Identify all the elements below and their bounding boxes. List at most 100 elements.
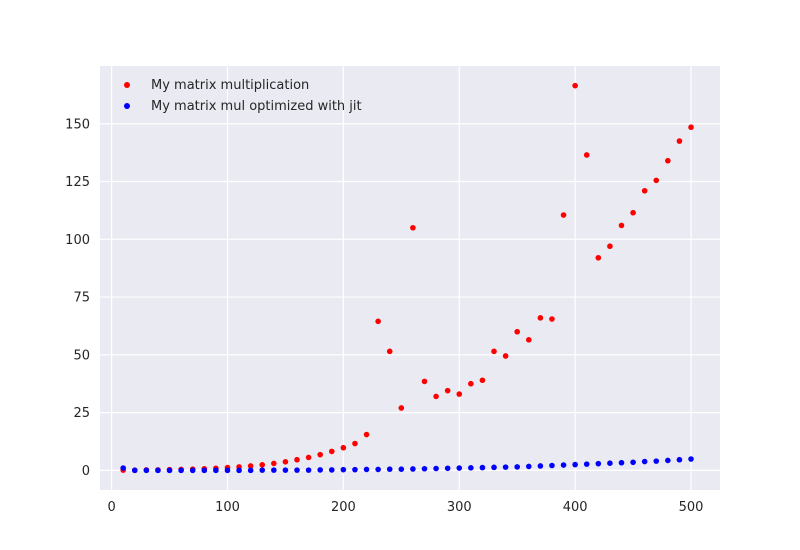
data-point-series-1 [572, 82, 578, 89]
data-point-series-1 [398, 405, 405, 411]
data-points [120, 82, 694, 474]
data-point-series-1 [607, 243, 613, 250]
data-point-series-2 [468, 465, 474, 471]
y-tick-label: 75 [73, 291, 90, 306]
data-point-series-1 [247, 463, 254, 469]
data-point-series-2 [317, 467, 323, 473]
data-point-series-2 [213, 467, 219, 474]
data-point-series-2 [607, 460, 613, 466]
data-point-series-1 [688, 124, 694, 131]
legend-label-series-1: My matrix multiplication [151, 78, 309, 93]
data-point-series-2 [305, 467, 312, 473]
data-point-series-2 [143, 467, 150, 474]
data-point-series-2 [328, 467, 335, 473]
data-point-series-2 [120, 465, 126, 471]
data-point-series-2 [549, 462, 555, 469]
data-point-series-1 [560, 212, 567, 218]
data-point-series-2 [491, 464, 497, 471]
data-point-series-1 [259, 462, 266, 468]
data-point-series-1 [514, 328, 520, 335]
data-point-series-1 [328, 448, 335, 455]
legend-marker-series-1 [124, 82, 130, 88]
x-tick-label: 500 [679, 500, 704, 515]
data-point-series-1 [641, 187, 648, 194]
data-point-series-1 [421, 378, 428, 385]
x-axis-ticks: 0 100 200 300 400 500 [107, 500, 703, 515]
y-tick-label: 125 [65, 175, 90, 190]
data-point-series-2 [572, 461, 578, 468]
data-point-series-1 [595, 254, 602, 261]
data-point-series-2 [166, 467, 173, 474]
data-point-series-1 [386, 348, 393, 355]
data-point-series-2 [340, 466, 347, 473]
data-point-series-1 [583, 152, 590, 158]
data-point-series-1 [618, 222, 625, 229]
data-point-series-1 [456, 391, 463, 397]
data-point-series-2 [583, 461, 590, 467]
x-tick-label: 200 [331, 500, 356, 515]
data-point-series-2 [688, 456, 694, 462]
data-point-series-2 [537, 463, 544, 469]
data-point-series-1 [363, 431, 370, 438]
y-tick-label: 100 [65, 233, 90, 248]
data-point-series-1 [468, 380, 474, 387]
data-point-series-2 [224, 467, 231, 474]
data-point-series-2 [433, 465, 439, 472]
data-point-series-2 [271, 467, 277, 473]
data-point-series-2 [352, 466, 358, 473]
data-point-series-2 [595, 460, 602, 467]
x-tick-label: 100 [215, 500, 240, 515]
data-point-series-1 [630, 209, 636, 216]
x-tick-label: 400 [563, 500, 588, 515]
data-point-series-1 [479, 377, 486, 384]
data-point-series-1 [433, 393, 439, 400]
data-point-series-2 [189, 467, 196, 474]
legend: My matrix multiplication My matrix mul o… [124, 78, 362, 114]
data-point-series-2 [178, 467, 184, 474]
data-point-series-2 [201, 467, 208, 474]
data-point-series-2 [155, 467, 161, 474]
data-point-series-2 [410, 466, 416, 472]
y-tick-label: 150 [65, 117, 90, 132]
data-point-series-2 [560, 462, 567, 468]
data-point-series-2 [514, 464, 520, 470]
data-point-series-2 [259, 467, 266, 473]
legend-label-series-2: My matrix mul optimized with jit [151, 99, 362, 114]
data-point-series-2 [676, 456, 683, 463]
data-point-series-2 [247, 467, 254, 474]
data-point-series-1 [525, 337, 532, 343]
data-point-series-2 [618, 459, 625, 466]
data-point-series-2 [131, 467, 138, 474]
data-point-series-2 [375, 466, 381, 473]
plot-area [100, 66, 720, 490]
data-point-series-2 [525, 463, 532, 470]
data-point-series-1 [444, 387, 451, 394]
data-point-series-2 [236, 467, 242, 474]
data-point-series-1 [537, 315, 544, 321]
data-point-series-1 [352, 440, 358, 447]
data-point-series-1 [282, 459, 289, 465]
data-point-series-1 [317, 451, 323, 458]
data-point-series-2 [294, 467, 300, 473]
data-point-series-2 [386, 466, 393, 473]
data-point-series-2 [502, 464, 509, 470]
data-point-series-1 [340, 444, 347, 451]
data-point-series-2 [282, 467, 289, 473]
data-point-series-1 [375, 318, 381, 325]
data-point-series-2 [398, 466, 405, 473]
y-axis-ticks: 0 25 50 75 100 125 150 [65, 117, 90, 479]
data-point-series-2 [363, 466, 370, 473]
data-point-series-1 [271, 460, 277, 467]
data-point-series-2 [479, 464, 486, 471]
data-point-series-1 [676, 138, 683, 144]
legend-marker-series-2 [124, 103, 130, 109]
y-tick-label: 25 [73, 406, 90, 421]
data-point-series-2 [421, 465, 428, 472]
data-point-series-1 [549, 316, 555, 322]
data-point-series-1 [294, 456, 300, 463]
data-point-series-2 [641, 458, 648, 465]
data-point-series-1 [410, 224, 416, 231]
data-point-series-2 [653, 458, 660, 464]
data-point-series-1 [665, 157, 671, 164]
